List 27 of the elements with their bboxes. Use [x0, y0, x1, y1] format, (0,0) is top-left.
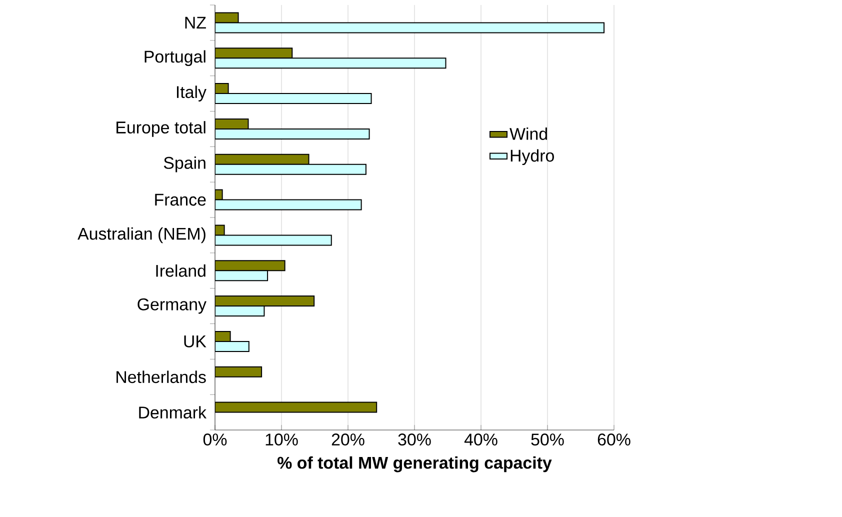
y-tick-label: Europe total [116, 121, 206, 137]
x-tick-label: 40% [464, 434, 498, 446]
bar [215, 93, 372, 104]
x-axis-title: % of total MW generating capacity [278, 456, 552, 472]
y-tick-label: Australian (NEM) [78, 227, 206, 244]
y-tick-label: Italy [176, 86, 206, 102]
bar [215, 199, 362, 210]
y-tick-label: France [155, 194, 206, 206]
y-tick-label: Germany [138, 298, 206, 314]
y-tick-label: Portugal [144, 50, 206, 66]
x-tick-label: 30% [398, 434, 431, 446]
legend-label: Wind [510, 128, 547, 140]
bar [215, 22, 605, 34]
y-tick-label: UK [184, 336, 206, 348]
y-tick-label: Netherlands [116, 370, 206, 384]
x-tick-label: 20% [332, 434, 364, 446]
x-tick-label: 10% [266, 434, 298, 446]
x-tick-label: 60% [598, 434, 630, 446]
y-tick-label: Spain [164, 156, 206, 172]
y-tick-label: Ireland [156, 264, 206, 277]
y-tick-label: NZ [185, 16, 206, 29]
x-tick-label: 50% [531, 434, 564, 446]
bar [215, 128, 370, 140]
x-tick-label: 0% [203, 434, 227, 446]
bar [215, 58, 446, 69]
y-tick-label: Denmark [139, 406, 206, 419]
legend-label: Hydro [510, 149, 554, 166]
